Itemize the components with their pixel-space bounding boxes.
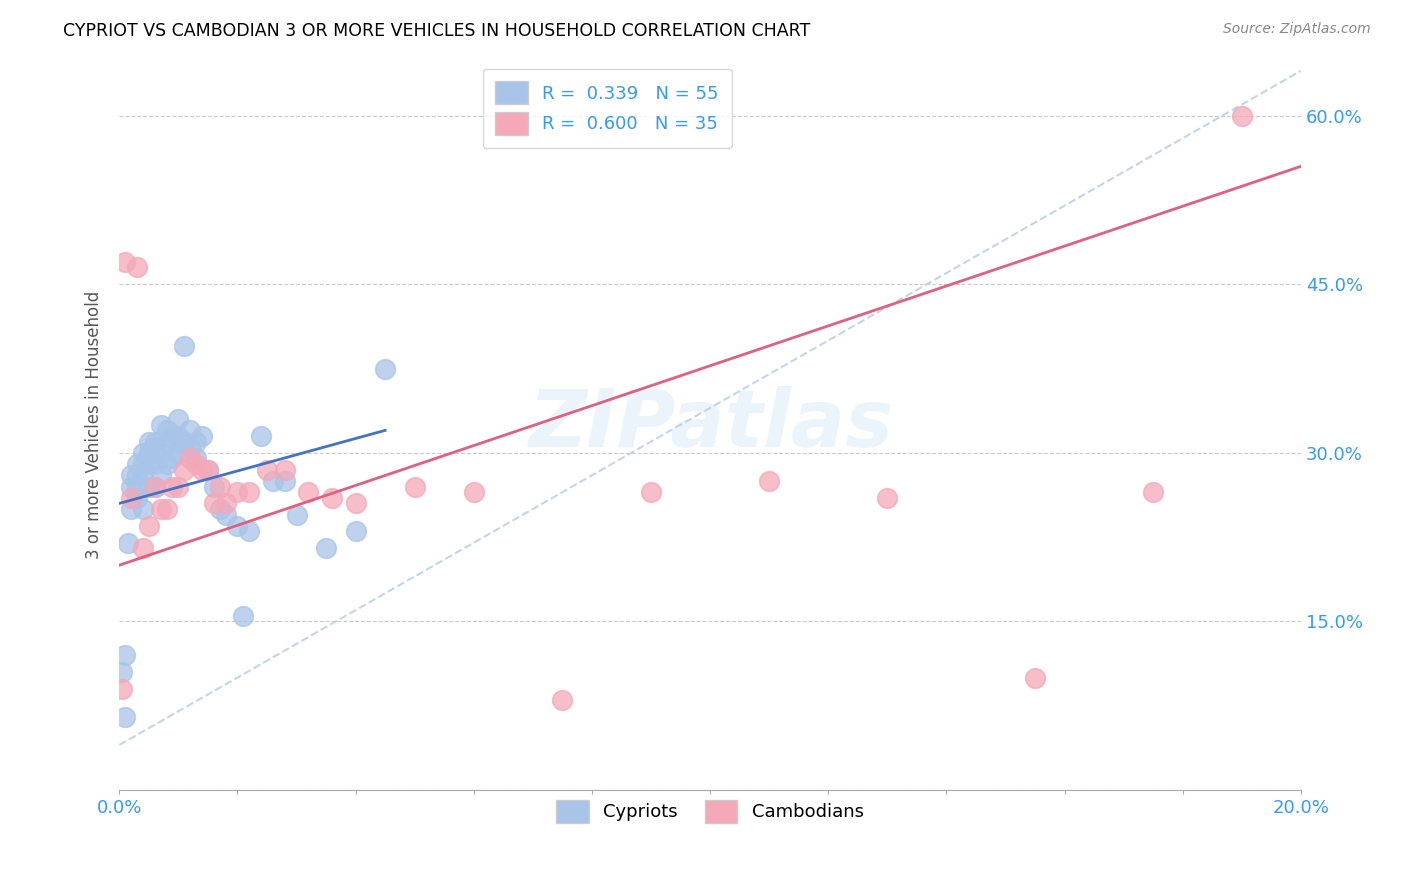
Point (226, 519, 249, 533)
Point (551, 693, 574, 707)
Point (125, 457, 148, 471)
Point (184, 451, 207, 466)
Point (297, 485, 319, 500)
Text: ZIPatlas: ZIPatlas (527, 385, 893, 464)
Point (173, 463, 195, 477)
Point (191, 463, 214, 477)
Point (132, 502, 155, 516)
Point (155, 434, 177, 449)
Text: CYPRIOT VS CAMBODIAN 3 OR MORE VEHICLES IN HOUSEHOLD CORRELATION CHART: CYPRIOT VS CAMBODIAN 3 OR MORE VEHICLES … (63, 22, 810, 40)
Point (143, 434, 166, 449)
Point (167, 429, 190, 443)
Legend: Cypriots, Cambodians: Cypriots, Cambodians (544, 787, 876, 836)
Point (208, 479, 231, 493)
Point (162, 479, 184, 493)
Point (149, 446, 172, 460)
Point (315, 541, 337, 556)
Point (404, 479, 426, 493)
Point (111, 665, 134, 679)
Point (155, 423, 177, 437)
Point (138, 519, 160, 533)
Point (463, 485, 485, 500)
Point (208, 502, 231, 516)
Point (120, 491, 142, 505)
Point (162, 429, 184, 443)
Point (232, 608, 254, 623)
Point (114, 710, 136, 724)
Point (273, 474, 295, 488)
Point (155, 502, 177, 516)
Point (344, 524, 367, 539)
Point (143, 479, 166, 493)
Point (1230, 109, 1253, 123)
Point (149, 502, 172, 516)
Point (125, 468, 148, 483)
Point (374, 361, 396, 376)
Point (238, 524, 260, 539)
Point (125, 491, 148, 505)
Point (214, 496, 236, 510)
Point (149, 468, 172, 483)
Point (285, 508, 308, 522)
Point (321, 491, 343, 505)
Point (125, 260, 148, 275)
Point (132, 468, 155, 483)
Point (876, 491, 898, 505)
Point (167, 479, 190, 493)
Point (640, 485, 662, 500)
Text: Source: ZipAtlas.com: Source: ZipAtlas.com (1223, 22, 1371, 37)
Point (1142, 485, 1164, 500)
Point (344, 496, 367, 510)
Point (173, 434, 195, 449)
Point (256, 463, 278, 477)
Point (262, 474, 284, 488)
Point (125, 479, 148, 493)
Point (167, 412, 190, 426)
Point (179, 440, 201, 454)
Point (273, 463, 295, 477)
Point (162, 451, 184, 466)
Point (132, 446, 155, 460)
Point (114, 648, 136, 662)
Point (138, 479, 160, 493)
Point (138, 457, 160, 471)
Point (132, 457, 155, 471)
Y-axis label: 3 or more Vehicles in Household: 3 or more Vehicles in Household (86, 291, 103, 559)
Point (202, 479, 225, 493)
Point (202, 496, 225, 510)
Point (138, 446, 160, 460)
Point (155, 457, 177, 471)
Point (120, 479, 142, 493)
Point (120, 502, 142, 516)
Point (191, 429, 214, 443)
Point (173, 339, 195, 353)
Point (238, 485, 260, 500)
Point (167, 446, 190, 460)
Point (111, 681, 134, 696)
Point (149, 417, 172, 432)
Point (214, 508, 236, 522)
Point (117, 535, 139, 549)
Point (132, 541, 155, 556)
Point (114, 255, 136, 269)
Point (143, 440, 166, 454)
Point (197, 463, 219, 477)
Point (138, 434, 160, 449)
Point (184, 434, 207, 449)
Point (143, 457, 166, 471)
Point (250, 429, 273, 443)
Point (184, 457, 207, 471)
Point (179, 423, 201, 437)
Point (226, 485, 249, 500)
Point (179, 451, 201, 466)
Point (1024, 671, 1046, 685)
Point (197, 463, 219, 477)
Point (120, 468, 142, 483)
Point (143, 479, 166, 493)
Point (758, 474, 780, 488)
